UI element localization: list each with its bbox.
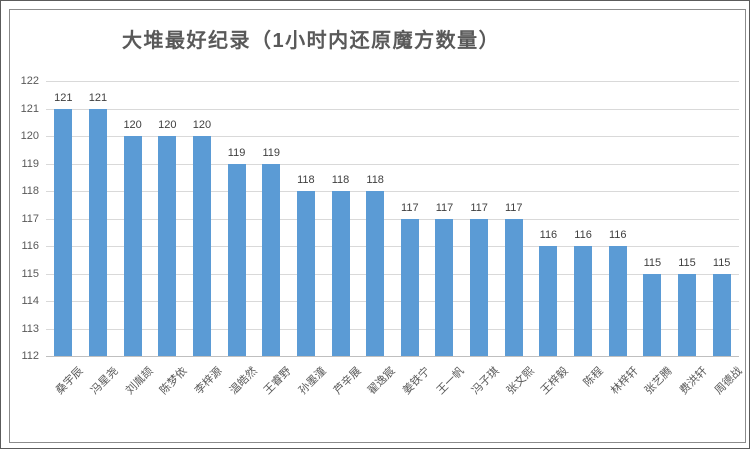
y-axis-tick-label: 116: [21, 240, 39, 252]
bar-value-label: 121: [54, 91, 73, 104]
bar: [331, 191, 350, 356]
bar-value-label: 116: [574, 229, 592, 241]
bar-value-label: 119: [227, 146, 246, 159]
gridline: [46, 163, 739, 165]
bar-value-label: 117: [435, 201, 454, 214]
bar: [158, 136, 177, 356]
bar-value-label: 116: [539, 229, 558, 241]
bar-value-label: 116: [608, 229, 627, 241]
bar: [262, 163, 281, 356]
bar: [678, 273, 697, 356]
bar: [88, 108, 107, 356]
bar: [712, 273, 731, 356]
y-axis-tick-label: 113: [21, 322, 39, 335]
bar: [435, 218, 454, 356]
y-axis-tick-label: 120: [20, 130, 39, 142]
chart-title: 大堆最好纪录（1小时内还原魔方数量）: [122, 30, 501, 52]
gridline: [46, 218, 739, 220]
bar: [504, 218, 523, 356]
y-axis-tick-label: 122: [20, 75, 39, 87]
bar-value-label: 118: [331, 174, 350, 186]
bar-value-label: 115: [712, 256, 731, 269]
y-axis-tick-label: 115: [21, 267, 39, 280]
gridline: [46, 273, 739, 275]
bar: [400, 218, 419, 356]
bar: [470, 218, 489, 356]
bar: [539, 246, 558, 356]
bar-value-label: 120: [158, 119, 177, 131]
bar-value-label: 117: [401, 201, 419, 214]
y-axis-tick-label: 118: [21, 185, 39, 197]
bar-value-label: 120: [192, 119, 212, 131]
gridline: [46, 81, 739, 82]
bar: [574, 246, 593, 356]
y-axis-tick-label: 112: [21, 350, 39, 362]
bar-value-label: 120: [123, 119, 142, 131]
x-axis-line: [46, 356, 739, 357]
bar-value-label: 121: [88, 91, 108, 104]
gridline: [46, 328, 739, 330]
bar-value-label: 119: [262, 146, 280, 159]
bar-value-label: 117: [470, 201, 488, 214]
gridline: [46, 108, 739, 110]
gridline: [46, 246, 739, 247]
bar: [54, 108, 73, 356]
y-axis-tick-label: 114: [21, 295, 39, 307]
bar-value-label: 115: [678, 256, 696, 269]
bar: [192, 136, 211, 356]
y-axis-tick-label: 121: [20, 102, 39, 115]
bar-value-label: 118: [366, 174, 384, 186]
bar-value-label: 117: [504, 201, 523, 214]
bar: [296, 191, 315, 356]
bar: [123, 136, 142, 356]
y-axis-tick-label: 119: [21, 157, 39, 170]
bar: [227, 163, 246, 356]
bar: [366, 191, 385, 356]
bar-value-label: 115: [643, 256, 662, 269]
bar: [608, 246, 627, 356]
gridline: [46, 301, 739, 302]
y-axis-tick-label: 117: [21, 212, 39, 225]
bar: [643, 273, 662, 356]
gridline: [46, 136, 739, 137]
bar-value-label: 118: [297, 174, 315, 186]
gridline: [46, 191, 739, 192]
